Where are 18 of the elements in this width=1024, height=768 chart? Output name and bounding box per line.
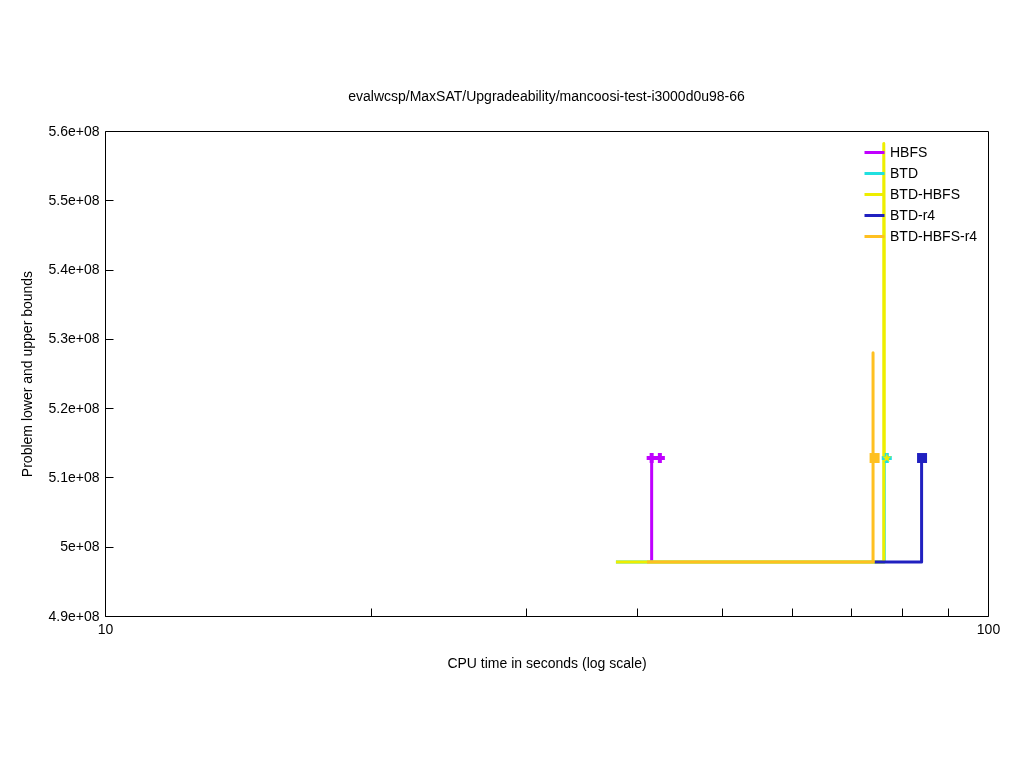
legend-label: HBFS — [890, 143, 928, 160]
y-tick-label: 5.4e+08 — [48, 261, 100, 278]
y-tick-label: 5.3e+08 — [48, 330, 100, 347]
legend-label: BTD-HBFS-r4 — [890, 227, 978, 244]
x-tick-label: 100 — [976, 620, 1001, 637]
y-tick-label: 5.1e+08 — [48, 468, 100, 485]
legend-label: BTD — [890, 164, 918, 181]
y-tick-label: 5.6e+08 — [48, 122, 100, 139]
y-tick-label: 5.5e+08 — [48, 191, 100, 208]
x-axis-title: CPU time in seconds (log scale) — [447, 654, 647, 671]
chart-title: evalwcsp/MaxSAT/Upgradeability/mancoosi-test-i3000d0u98-66 — [348, 88, 746, 104]
legend-label: BTD-r4 — [890, 206, 936, 223]
legend-label: BTD-HBFS — [890, 185, 960, 202]
x-tick-label: 10 — [97, 620, 114, 637]
y-tick-label: 5.2e+08 — [48, 399, 100, 416]
y-axis-title: Problem lower and upper bounds — [18, 270, 35, 478]
y-tick-label: 5e+08 — [60, 538, 100, 555]
y-tick-label: 4.9e+08 — [48, 607, 100, 624]
